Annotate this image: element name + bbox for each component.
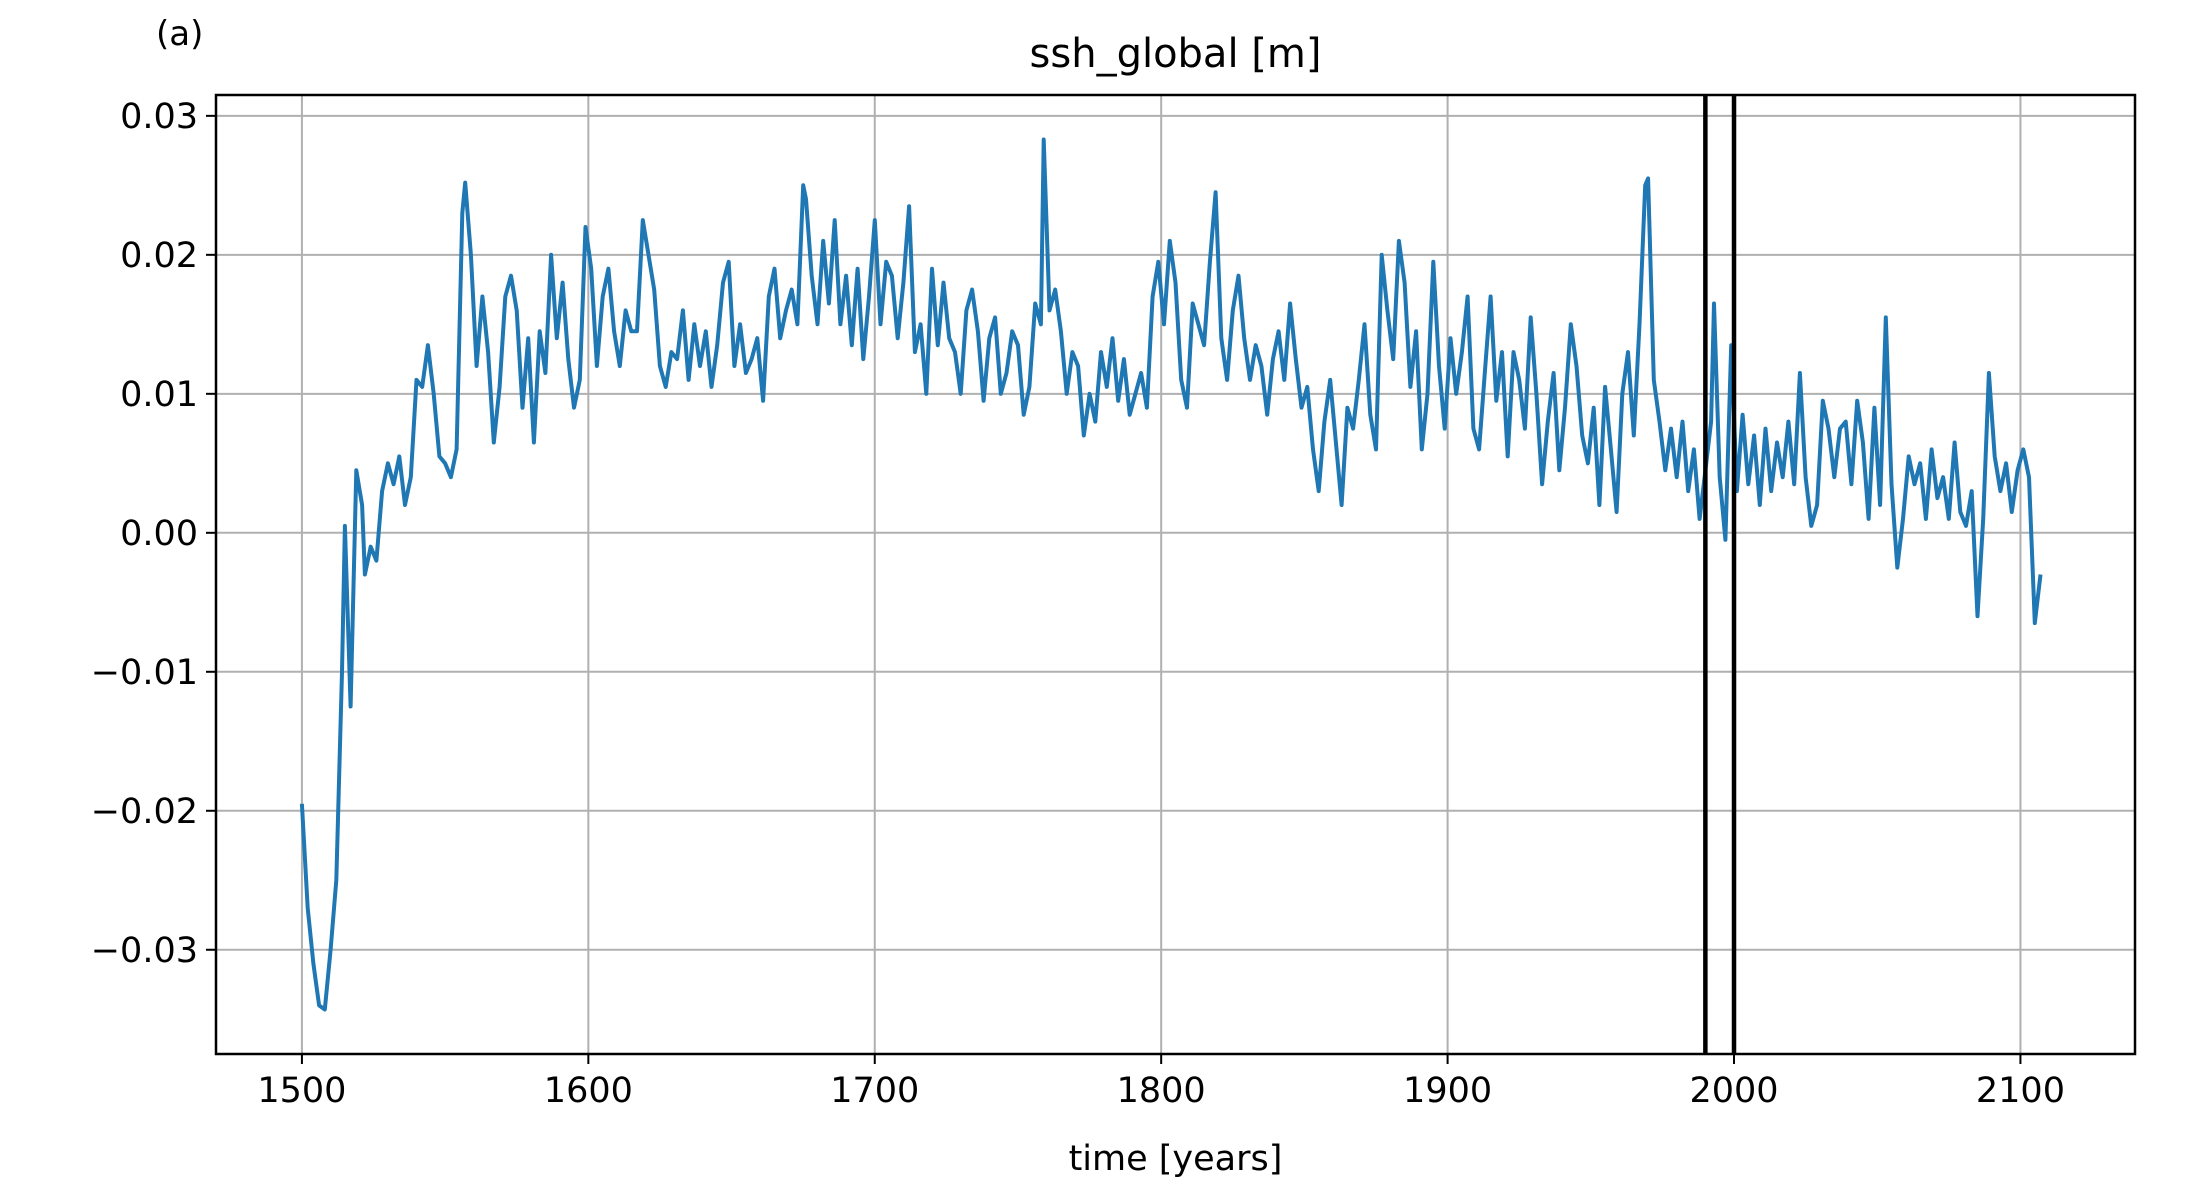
x-axis-ticks: 1500 1600 1700 1800 1900 2000 2100 <box>257 1054 2065 1111</box>
y-tick-label: 0.00 <box>120 514 198 554</box>
x-tick-label: 1700 <box>830 1071 919 1111</box>
x-tick-label: 1500 <box>257 1071 346 1111</box>
series-line <box>299 137 2043 1012</box>
y-tick-label: −0.02 <box>91 792 198 832</box>
panel-label: (a) <box>156 14 204 54</box>
x-tick-label: 2100 <box>1976 1071 2065 1111</box>
plot-frame <box>214 93 2137 1056</box>
y-tick-label: 0.03 <box>120 97 198 137</box>
y-tick-label: 0.01 <box>120 375 198 415</box>
y-tick-label: 0.02 <box>120 236 198 276</box>
x-axis-label: time [years] <box>1069 1139 1283 1179</box>
y-tick-label: −0.01 <box>91 653 198 693</box>
x-tick-label: 2000 <box>1689 1071 1778 1111</box>
chart-title: ssh_global [m] <box>1030 31 1322 77</box>
x-tick-label: 1800 <box>1117 1071 1206 1111</box>
y-axis-ticks: −0.03 −0.02 −0.01 0.00 0.01 0.02 0.03 <box>91 97 216 971</box>
x-tick-label: 1600 <box>544 1071 633 1111</box>
y-tick-label: −0.03 <box>91 931 198 971</box>
x-tick-label: 1900 <box>1403 1071 1492 1111</box>
grid-lines <box>216 95 2135 1054</box>
series-layer <box>299 137 2043 1012</box>
reference-lines <box>1703 95 1737 1054</box>
